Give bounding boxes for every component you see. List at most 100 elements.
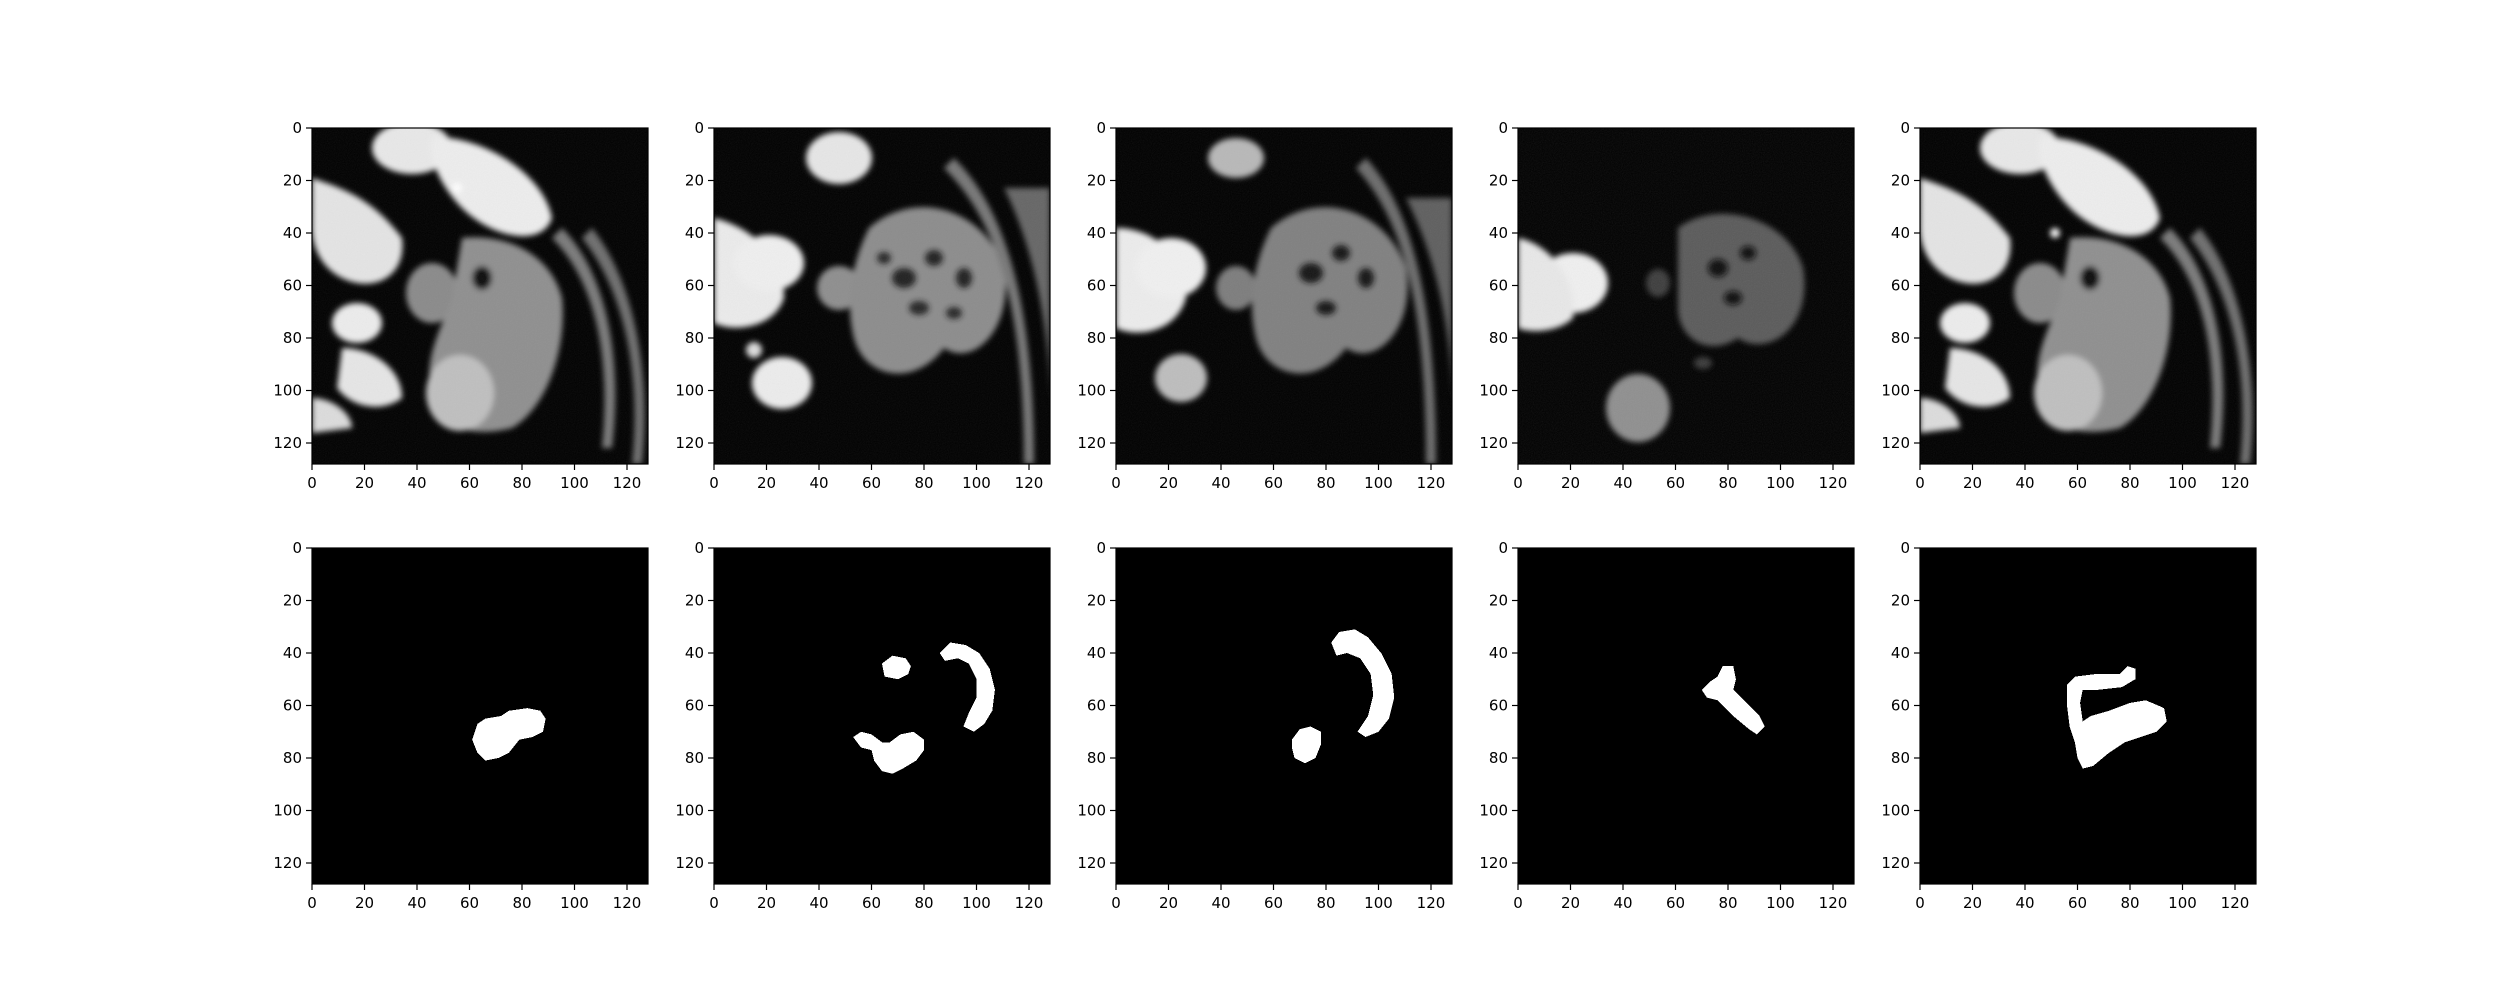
x-tick-label: 0 xyxy=(307,474,317,492)
x-tick-label: 80 xyxy=(914,474,933,492)
y-tick-label: 20 xyxy=(283,592,302,610)
axes-frame xyxy=(1517,547,1855,885)
x-tick-label: 0 xyxy=(709,894,719,912)
x-tick-label: 80 xyxy=(512,894,531,912)
y-tick-label: 60 xyxy=(1087,277,1106,295)
y-tick-label: 20 xyxy=(283,172,302,190)
x-tick-label: 20 xyxy=(757,474,776,492)
y-tick-label: 100 xyxy=(1881,802,1910,820)
x-tick-label: 0 xyxy=(1513,894,1523,912)
x-tick-label: 120 xyxy=(1015,474,1044,492)
x-tick-label: 120 xyxy=(1417,894,1446,912)
x-tick-label: 60 xyxy=(1264,474,1283,492)
y-tick-label: 40 xyxy=(1489,224,1508,242)
x-tick-label: 120 xyxy=(1819,894,1848,912)
y-tick-label: 60 xyxy=(685,697,704,715)
y-tick-label: 120 xyxy=(675,434,704,452)
y-tick-label: 100 xyxy=(1479,382,1508,400)
axes-mask-2: 0 20 40 60 80 100 120 0 20 40 60 80 100 120 xyxy=(675,539,1051,912)
x-tick-label: 40 xyxy=(1613,894,1632,912)
y-tick-label: 40 xyxy=(1891,644,1910,662)
y-tick-label: 120 xyxy=(1881,434,1910,452)
x-tick-label: 120 xyxy=(1417,474,1446,492)
x-tick-label: 0 xyxy=(1111,894,1121,912)
x-tick-label: 100 xyxy=(962,474,991,492)
x-tick-label: 120 xyxy=(1819,474,1848,492)
y-tick-label: 100 xyxy=(1479,802,1508,820)
x-tick-label: 80 xyxy=(2120,894,2139,912)
ct-panel-4 xyxy=(1518,128,1854,464)
x-tick-label: 40 xyxy=(407,894,426,912)
x-tick-label: 40 xyxy=(809,474,828,492)
axes-mask-5: 0 20 40 60 80 100 120 0 20 40 60 80 100 120 xyxy=(1881,539,2257,912)
y-tick-label: 100 xyxy=(675,382,704,400)
x-tick-label: 120 xyxy=(613,474,642,492)
ct-panel-5 xyxy=(1920,128,2256,464)
y-tick-label: 0 xyxy=(694,539,704,557)
y-tick-label: 100 xyxy=(273,382,302,400)
y-tick-label: 80 xyxy=(685,749,704,767)
mask-image-2 xyxy=(714,548,1050,884)
y-tick-label: 60 xyxy=(1087,697,1106,715)
y-tick-label: 20 xyxy=(1087,592,1106,610)
y-tick-label: 40 xyxy=(283,224,302,242)
x-tick-label: 60 xyxy=(460,894,479,912)
x-tick-label: 0 xyxy=(709,474,719,492)
mask-image-5 xyxy=(1920,548,2256,884)
axes-mask-3: 0 20 40 60 80 100 120 0 20 40 60 80 100 120 xyxy=(1077,539,1453,912)
y-tick-label: 100 xyxy=(675,802,704,820)
x-tick-label: 20 xyxy=(1561,894,1580,912)
x-tick-label: 120 xyxy=(613,894,642,912)
axes-frame xyxy=(713,547,1051,885)
y-tick-label: 20 xyxy=(1087,172,1106,190)
y-tick-label: 20 xyxy=(1891,172,1910,190)
y-tick-label: 80 xyxy=(1489,749,1508,767)
mask-panel-4 xyxy=(1518,548,1854,884)
y-tick-label: 120 xyxy=(1479,434,1508,452)
axes-ct-slice-4: 0 20 40 60 80 100 120 0 20 40 60 80 100 120 xyxy=(1479,119,1855,492)
x-tick-label: 100 xyxy=(560,474,589,492)
mask-panel-1 xyxy=(312,548,648,884)
x-tick-label: 40 xyxy=(2015,474,2034,492)
y-tick-label: 20 xyxy=(1489,592,1508,610)
x-tick-label: 20 xyxy=(355,474,374,492)
x-tick-label: 20 xyxy=(1963,474,1982,492)
x-tick-label: 60 xyxy=(2068,474,2087,492)
x-tick-label: 100 xyxy=(962,894,991,912)
y-tick-label: 20 xyxy=(1489,172,1508,190)
mask-panel-5 xyxy=(1920,548,2256,884)
y-tick-label: 40 xyxy=(685,224,704,242)
y-tick-label: 40 xyxy=(283,644,302,662)
y-tick-label: 100 xyxy=(273,802,302,820)
y-tick-label: 80 xyxy=(1087,329,1106,347)
y-tick-label: 60 xyxy=(1489,277,1508,295)
y-tick-label: 40 xyxy=(1087,224,1106,242)
y-tick-label: 0 xyxy=(1096,539,1106,557)
y-tick-label: 100 xyxy=(1077,382,1106,400)
mask-image-3 xyxy=(1116,548,1452,884)
axes-frame xyxy=(1115,547,1453,885)
ct-panel-2 xyxy=(714,128,1050,464)
x-tick-label: 100 xyxy=(1766,474,1795,492)
x-tick-label: 80 xyxy=(1316,894,1335,912)
y-tick-label: 60 xyxy=(283,277,302,295)
y-tick-label: 0 xyxy=(292,119,302,137)
axes-frame xyxy=(311,547,649,885)
axes-mask-1: 0 20 40 60 80 100 120 0 20 40 60 80 100 120 xyxy=(273,539,649,912)
y-tick-label: 80 xyxy=(1891,329,1910,347)
y-tick-label: 120 xyxy=(1881,854,1910,872)
y-tick-label: 60 xyxy=(1891,277,1910,295)
x-tick-label: 60 xyxy=(2068,894,2087,912)
x-tick-label: 100 xyxy=(1364,474,1393,492)
mask-image-1 xyxy=(312,548,648,884)
y-tick-label: 100 xyxy=(1881,382,1910,400)
x-tick-label: 20 xyxy=(1159,474,1178,492)
x-tick-label: 100 xyxy=(1364,894,1393,912)
y-tick-label: 40 xyxy=(1087,644,1106,662)
x-tick-label: 80 xyxy=(2120,474,2139,492)
x-tick-label: 0 xyxy=(1111,474,1121,492)
x-tick-label: 20 xyxy=(355,894,374,912)
y-tick-label: 0 xyxy=(1096,119,1106,137)
y-tick-label: 0 xyxy=(292,539,302,557)
x-tick-label: 20 xyxy=(1159,894,1178,912)
